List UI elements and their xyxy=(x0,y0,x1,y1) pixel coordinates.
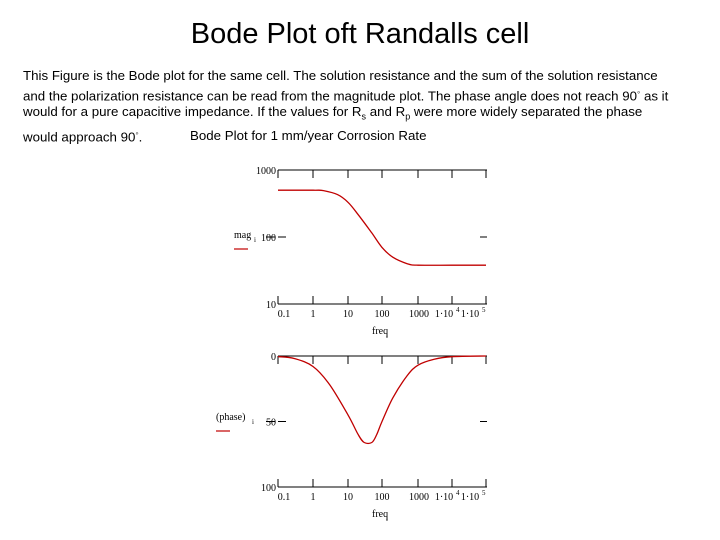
x-tick-label: 1·10 xyxy=(461,492,479,503)
y-tick-label: 0 xyxy=(271,352,276,363)
x-tick-label: 0.1 xyxy=(278,492,291,503)
x-tick-label: 1000 xyxy=(409,492,429,503)
x-tick-exponent: 4 xyxy=(456,306,460,314)
chart-caption: Bode Plot for 1 mm/year Corrosion Rate xyxy=(190,128,427,143)
subscript-p: p xyxy=(405,112,411,123)
description-line-1: This Figure is the Bode plot for the sam… xyxy=(23,68,658,83)
x-tick-label: 100 xyxy=(375,309,390,320)
y-axis-label: mag xyxy=(234,230,251,241)
x-axis-label-subscript: i xyxy=(386,332,388,340)
x-tick-label: 0.1 xyxy=(278,309,291,320)
y-tick-label: 50 xyxy=(266,418,276,429)
description-line-3-b: and R xyxy=(366,104,406,120)
x-axis-label: freq xyxy=(372,326,388,337)
y-tick-label: 100 xyxy=(261,233,276,244)
description-line-4-end: . xyxy=(138,129,143,145)
description-line-2: and the polarization resistance can be r… xyxy=(23,84,703,104)
subscript-s: s xyxy=(361,112,367,123)
data-series-line xyxy=(278,355,487,445)
y-tick-label: 100 xyxy=(261,483,276,494)
x-axis-label-subscript: i xyxy=(386,515,388,523)
y-axis-label: (phase) xyxy=(216,412,245,423)
description-line-3: would for a pure capacitive impedance. I… xyxy=(23,104,703,125)
x-tick-label: 1·10 xyxy=(461,309,479,320)
degree-symbol: ◦ xyxy=(135,128,139,139)
slide-description: This Figure is the Bode plot for the sam… xyxy=(23,68,703,146)
description-line-3-c: were more widely separated the phase xyxy=(410,104,643,120)
description-line-3-a: would for a pure capacitive impedance. I… xyxy=(23,104,362,120)
x-tick-label: 1 xyxy=(311,492,316,503)
x-tick-label: 1000 xyxy=(409,309,429,320)
data-series-line xyxy=(278,189,486,266)
x-tick-label: 1·10 xyxy=(435,492,453,503)
x-tick-exponent: 5 xyxy=(482,489,486,497)
y-tick-label: 10 xyxy=(266,300,276,311)
y-axis-label-subscript: i xyxy=(252,418,254,426)
description-line-2-end: as it xyxy=(640,88,669,104)
x-tick-exponent: 4 xyxy=(456,489,460,497)
x-tick-exponent: 5 xyxy=(482,306,486,314)
description-line-4-text: would approach 90 xyxy=(23,129,136,145)
x-axis-label: freq xyxy=(372,509,388,520)
x-tick-label: 1·10 xyxy=(435,309,453,320)
y-axis-label-subscript: i xyxy=(254,236,256,244)
degree-symbol: ◦ xyxy=(637,87,641,97)
x-tick-label: 10 xyxy=(343,492,353,503)
slide-title: Bode Plot oft Randalls cell xyxy=(190,18,530,50)
y-tick-label: 1000 xyxy=(256,166,276,177)
x-tick-label: 1 xyxy=(311,309,316,320)
x-tick-label: 100 xyxy=(375,492,390,503)
x-tick-label: 10 xyxy=(343,309,353,320)
description-line-4: would approach 90◦. xyxy=(23,125,703,145)
description-line-2-text: and the polarization resistance can be r… xyxy=(23,88,638,104)
